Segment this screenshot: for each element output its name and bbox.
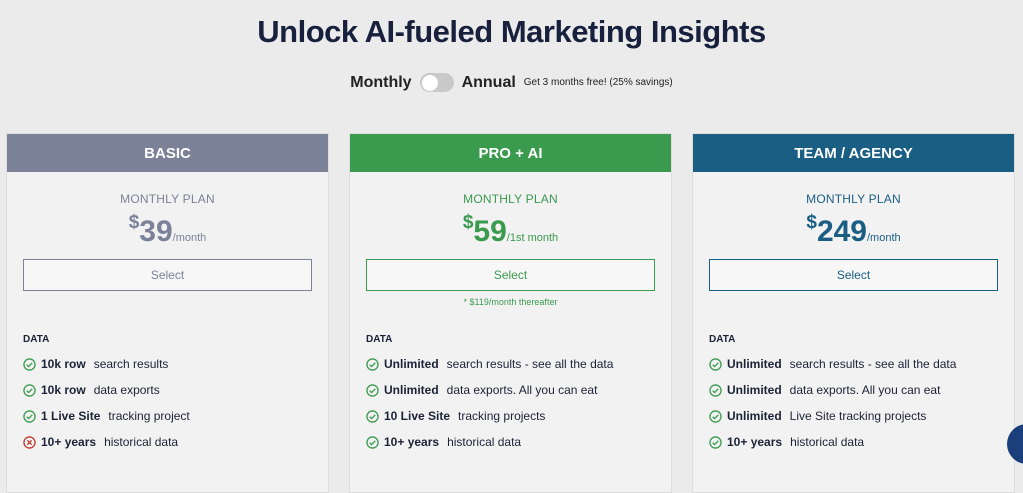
- feature: 10k row search results: [23, 357, 168, 371]
- feature-text: tracking project: [108, 409, 190, 423]
- feature-text: tracking projects: [458, 409, 546, 423]
- feature: 10+ years historical data: [366, 435, 521, 449]
- feature-text: Live Site tracking projects: [789, 409, 927, 423]
- price: $59/1st month: [350, 212, 671, 249]
- feature-text: historical data: [447, 435, 522, 449]
- monthly-label[interactable]: Monthly: [350, 73, 412, 91]
- section-label: DATA: [709, 334, 736, 345]
- select-button[interactable]: Select: [709, 259, 998, 291]
- feature-text: historical data: [790, 435, 865, 449]
- feature-highlight: Unlimited: [384, 357, 439, 371]
- currency: $: [462, 212, 474, 233]
- feature-highlight: 10 Live Site: [384, 409, 451, 423]
- check-icon: [709, 409, 722, 423]
- annual-label[interactable]: Annual: [461, 73, 516, 91]
- feature-text: data exports. All you can eat: [446, 383, 598, 397]
- plan-label: MONTHLY PLAN: [120, 192, 215, 206]
- check-icon: [23, 383, 36, 397]
- price-amount: 39: [139, 215, 173, 248]
- select-button[interactable]: Select: [366, 259, 655, 291]
- page: Pricing {"title":"Unlock AI-fueled Marke…: [0, 14, 1023, 493]
- plan-name: PRO + AI: [350, 134, 671, 172]
- feature: 10k row data exports: [23, 383, 160, 397]
- feature-highlight: 1 Live Site: [41, 409, 101, 423]
- feature-highlight: Unlimited: [727, 383, 782, 397]
- price: $39/month: [7, 212, 328, 249]
- cross-icon: [23, 435, 36, 449]
- feature-highlight: 10+ years: [384, 435, 440, 449]
- price-period: /month: [867, 232, 901, 244]
- feature-text: search results: [93, 357, 169, 371]
- feature-highlight: 10+ years: [727, 435, 783, 449]
- feature: 10 Live Site tracking projects: [366, 409, 545, 423]
- feature: 10+ years historical data: [709, 435, 864, 449]
- currency: $: [806, 212, 817, 233]
- feature: Unlimited data exports. All you can eat: [709, 383, 940, 397]
- check-icon: [366, 383, 379, 397]
- plan-card: BASIC MONTHLY PLAN $39/month Select DATA 10k …: [6, 133, 329, 493]
- body: Unlock AI-fueled Marketing Insights Mont…: [0, 14, 1023, 493]
- feature-text: historical data: [104, 435, 179, 449]
- feature-highlight: 10k row: [41, 357, 86, 371]
- price-period: /month: [172, 232, 207, 244]
- section-label: DATA: [23, 334, 50, 345]
- feature: Unlimited search results - see all the da…: [709, 357, 956, 371]
- feature-text: search results - see all the data: [446, 357, 614, 371]
- feature-highlight: 10k row: [41, 383, 86, 397]
- check-icon: [23, 357, 36, 371]
- feature-text: search results - see all the data: [789, 357, 957, 371]
- section-label: DATA: [366, 334, 393, 345]
- feature-highlight: Unlimited: [727, 357, 782, 371]
- check-icon: [709, 383, 722, 397]
- plan-label: MONTHLY PLAN: [806, 192, 901, 206]
- billing-toggle: Monthly Annual Get 3 months free! (25% s…: [0, 73, 1023, 92]
- feature-highlight: 10+ years: [41, 435, 97, 449]
- plan-name: TEAM / AGENCY: [693, 134, 1014, 172]
- select-button[interactable]: Select: [23, 259, 312, 291]
- feature: Unlimited Live Site tracking projects: [709, 409, 926, 423]
- plan-card: TEAM / AGENCY MONTHLY PLAN $249/month Selec…: [692, 133, 1015, 493]
- feature-text: data exports. All you can eat: [789, 383, 941, 397]
- check-icon: [709, 357, 722, 371]
- billing-switch[interactable]: [419, 73, 454, 92]
- check-icon: [23, 409, 36, 423]
- page-title: Unlock AI-fueled Marketing Insights: [257, 14, 766, 49]
- check-icon: [366, 435, 379, 449]
- plan-card: PRO + AI MONTHLY PLAN $59/1st month Select *…: [349, 133, 672, 493]
- price-note: * $119/month thereafter: [463, 297, 558, 307]
- feature: 10+ years historical data: [23, 435, 178, 449]
- price: $249/month: [693, 212, 1014, 249]
- price-amount: 249: [816, 215, 867, 248]
- feature: 1 Live Site tracking project: [23, 409, 190, 423]
- feature-highlight: Unlimited: [384, 383, 439, 397]
- check-icon: [366, 357, 379, 371]
- chat-widget[interactable]: [1007, 424, 1023, 464]
- plan-label: MONTHLY PLAN: [463, 192, 558, 206]
- switch-knob: [421, 74, 438, 91]
- price-period: /1st month: [506, 232, 559, 244]
- plan-name: BASIC: [7, 134, 328, 172]
- check-icon: [709, 435, 722, 449]
- feature: Unlimited search results - see all the da…: [366, 357, 613, 371]
- feature-highlight: Unlimited: [727, 409, 782, 423]
- price-amount: 59: [473, 215, 507, 248]
- currency: $: [128, 212, 140, 233]
- check-icon: [366, 409, 379, 423]
- annual-offer: Get 3 months free! (25% savings): [523, 77, 673, 88]
- feature: Unlimited data exports. All you can eat: [366, 383, 597, 397]
- feature-text: data exports: [93, 383, 160, 397]
